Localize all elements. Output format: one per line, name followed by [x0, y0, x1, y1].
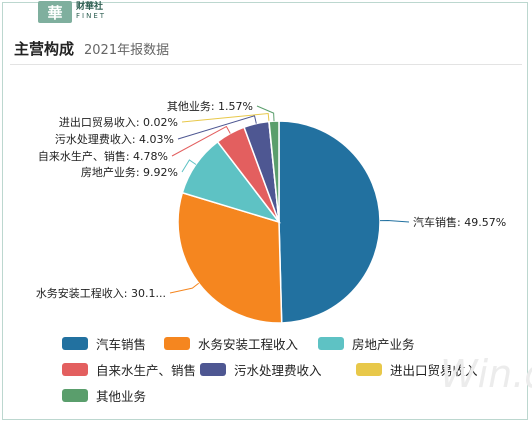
legend-label: 自来水生产、销售 — [96, 363, 197, 378]
legend-label: 汽车销售 — [96, 337, 147, 352]
data-label-5: 进出口贸易收入: 0.02% — [59, 115, 178, 129]
chart-subtitle: 2021年报数据 — [84, 43, 170, 58]
pie-slice-1 — [177, 191, 283, 324]
chart-header: 主营构成 2021年报数据 — [14, 38, 169, 59]
legend-swatch — [62, 363, 88, 376]
leader-line-1 — [169, 282, 200, 294]
wind-watermark: Win.d — [440, 352, 532, 396]
data-label-2: 房地产业务: 9.92% — [81, 165, 178, 179]
legend-swatch — [164, 337, 190, 350]
legend-swatch — [62, 389, 88, 402]
chart-title: 主营构成 — [14, 40, 75, 58]
leader-line-5 — [181, 112, 270, 123]
legend-label: 进出口贸易收入 — [390, 363, 478, 378]
legend-item-4[interactable]: 污水处理费收入 — [200, 360, 322, 379]
legend-swatch — [356, 363, 382, 376]
leader-line-4 — [177, 115, 257, 140]
legend-swatch — [318, 337, 344, 350]
legend-item-6[interactable]: 其他业务 — [62, 386, 146, 405]
legend-item-0[interactable]: 汽车销售 — [62, 334, 146, 353]
leader-line-6 — [256, 105, 275, 122]
legend-swatch — [200, 363, 226, 376]
pie-slice-0 — [278, 120, 381, 324]
legend-swatch — [62, 337, 88, 350]
legend-label: 其他业务 — [96, 389, 147, 404]
legend-item-5[interactable]: 进出口贸易收入 — [356, 360, 478, 379]
brand-name-cn: 财華社 — [76, 2, 104, 12]
brand-text: 财華社 FINET — [76, 3, 106, 21]
legend-item-1[interactable]: 水务安装工程收入 — [164, 334, 298, 353]
data-label-1: 水务安装工程收入: 30.1... — [36, 286, 166, 300]
data-label-0: 汽车销售: 49.57% — [413, 215, 506, 229]
legend-item-3[interactable]: 自来水生产、销售 — [62, 360, 196, 379]
legend-label: 污水处理费收入 — [234, 363, 322, 378]
brand-name-en: FINET — [76, 12, 107, 20]
brand-logo: 華 财華社 FINET — [38, 0, 106, 24]
header-divider — [10, 64, 522, 65]
legend-label: 房地产业务 — [352, 337, 415, 352]
data-label-4: 污水处理费收入: 4.03% — [55, 132, 174, 146]
leader-line-3 — [171, 125, 231, 157]
leader-line-2 — [181, 159, 197, 173]
leader-line-0 — [379, 220, 410, 223]
legend-label: 水务安装工程收入 — [198, 337, 299, 352]
finet-logo: 華 — [38, 1, 72, 23]
data-label-3: 自来水生产、销售: 4.78% — [38, 149, 168, 163]
data-label-6: 其他业务: 1.57% — [167, 100, 253, 113]
legend-item-2[interactable]: 房地产业务 — [318, 334, 415, 353]
